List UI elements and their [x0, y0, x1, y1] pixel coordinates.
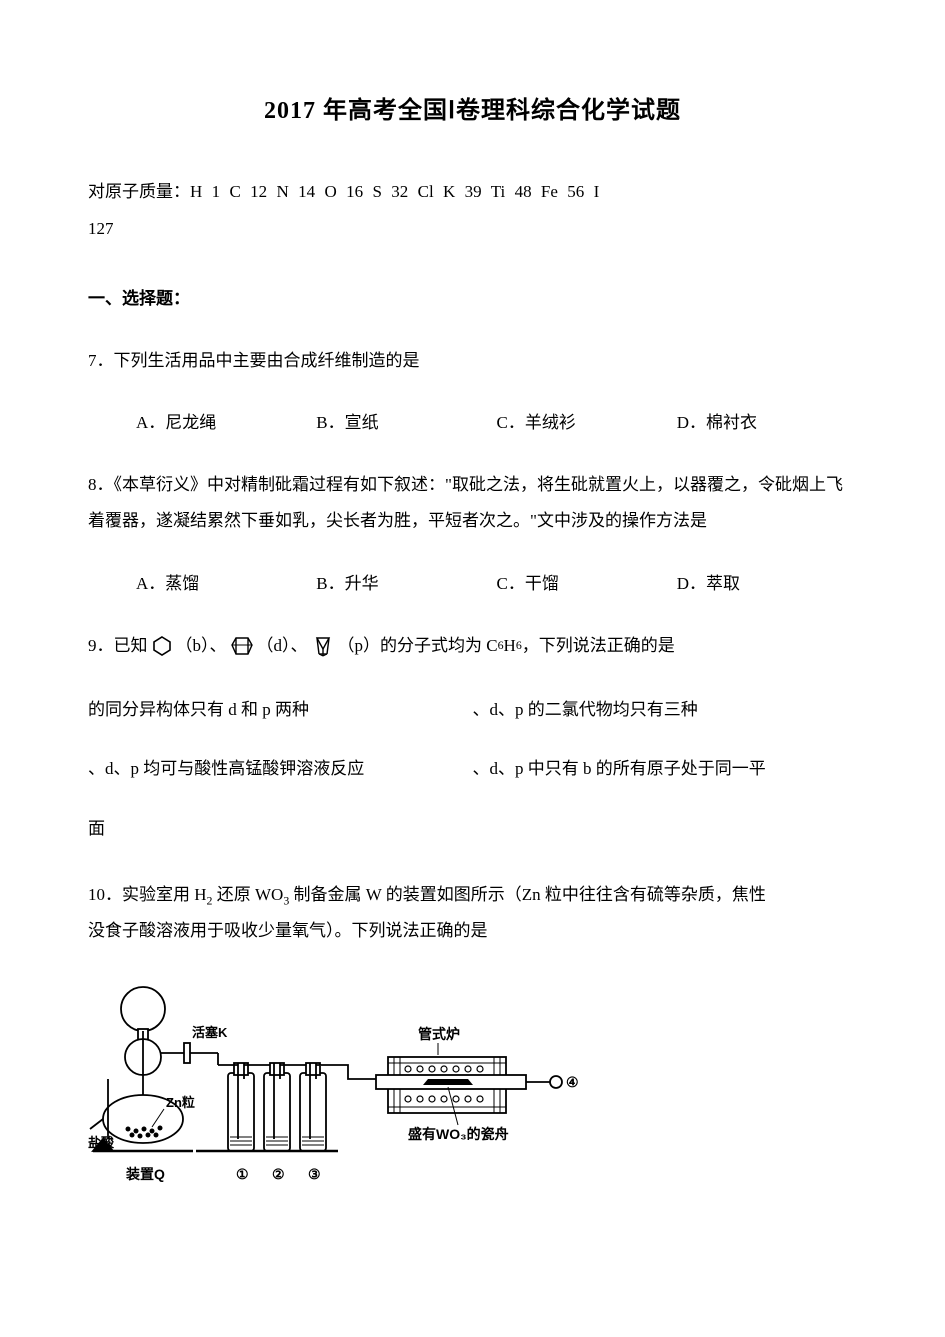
- label-circ4: ④: [566, 1074, 579, 1090]
- q9-sub2-left: 、d、p 均可与酸性高锰酸钾溶液反应: [88, 751, 473, 787]
- q9-sub1-left: 的同分异构体只有 d 和 p 两种: [88, 692, 473, 728]
- q8-stem: 8．《本草衍义》中对精制砒霜过程有如下叙述："取砒之法，将生砒就置火上，以器覆之…: [88, 467, 857, 538]
- atomic-mass-line2: 127: [88, 219, 114, 238]
- label-device-q: 装置Q: [125, 1166, 165, 1182]
- q9-p-label: （p）的分子式均为 C: [338, 628, 498, 664]
- q10-l1b: 还原 WO: [212, 885, 283, 904]
- q9-prefix: 9．已知: [88, 628, 148, 664]
- q9-sub-row1: 的同分异构体只有 d 和 p 两种 、d、p 的二氯代物均只有三种: [88, 692, 857, 728]
- q9-sub2-tail: 面: [88, 811, 857, 847]
- page-root: 2017 年高考全国Ⅰ卷理科综合化学试题 对原子质量：H 1 C 12 N 14…: [0, 0, 945, 1337]
- q10-l2: 没食子酸溶液用于吸收少量氧气）。下列说法正确的是: [88, 921, 488, 940]
- q8-option-b: B．升华: [316, 569, 496, 594]
- label-circ2: ②: [272, 1166, 285, 1182]
- q7-option-b: B．宣纸: [316, 408, 496, 433]
- q7-option-d: D．棉衬衣: [677, 408, 857, 433]
- wash-bottles-icon: [196, 1053, 386, 1151]
- atomic-mass-line1: H 1 C 12 N 14 O 16 S 32 Cl K 39 Ti 48 Fe…: [190, 182, 599, 201]
- q9-sub2-right: 、d、p 中只有 b 的所有原子处于同一平: [473, 751, 858, 787]
- q9-formula-mid: H: [504, 628, 516, 664]
- q9-stem: 9．已知 （b）、 （d）、 （p）的分子式均为 C6H6，下列说法正确的是: [88, 628, 857, 664]
- label-hcl: 盐酸: [88, 1135, 115, 1150]
- label-circ3: ③: [308, 1166, 321, 1182]
- q7-stem: 7．下列生活用品中主要由合成纤维制造的是: [88, 343, 857, 379]
- hexagon-b-icon: [150, 634, 174, 658]
- label-circ1: ①: [236, 1166, 249, 1182]
- q9-b-label: （b）、: [176, 628, 227, 664]
- doc-title: 2017 年高考全国Ⅰ卷理科综合化学试题: [88, 90, 857, 125]
- label-zn: Zn粒: [166, 1095, 195, 1110]
- q8-option-a: A．蒸馏: [136, 569, 316, 594]
- kipp-generator-icon: [90, 987, 218, 1151]
- section-1-heading: 一、选择题：: [88, 284, 857, 309]
- q8-option-d: D．萃取: [677, 569, 857, 594]
- tube-furnace-icon: [376, 1057, 562, 1113]
- q7-option-c: C．羊绒衫: [497, 408, 677, 433]
- triangular-p-icon: [310, 633, 336, 659]
- q8-option-c: C．干馏: [497, 569, 677, 594]
- atomic-mass-block: 对原子质量：H 1 C 12 N 14 O 16 S 32 Cl K 39 Ti…: [88, 173, 857, 248]
- q9-sub-row2: 、d、p 均可与酸性高锰酸钾溶液反应 、d、p 中只有 b 的所有原子处于同一平: [88, 751, 857, 787]
- atomic-mass-prefix: 对原子质量：: [88, 182, 190, 201]
- q7-option-a: A．尼龙绳: [136, 408, 316, 433]
- label-valve-k: 活塞K: [192, 1025, 228, 1040]
- q9-sub1-right: 、d、p 的二氯代物均只有三种: [473, 692, 858, 728]
- q8-options: A．蒸馏 B．升华 C．干馏 D．萃取: [136, 569, 857, 594]
- q9-suffix: ，下列说法正确的是: [522, 628, 675, 664]
- apparatus-diagram: 活塞K Zn粒 盐酸 装置Q: [88, 979, 857, 1224]
- prism-d-icon: [229, 633, 255, 659]
- label-boat: 盛有WO₃的瓷舟: [408, 1126, 509, 1142]
- q10-stem: 10．实验室用 H2 还原 WO3 制备金属 W 的装置如图所示（Zn 粒中往往…: [88, 877, 857, 949]
- q7-options: A．尼龙绳 B．宣纸 C．羊绒衫 D．棉衬衣: [136, 408, 857, 433]
- label-furnace: 管式炉: [418, 1026, 460, 1042]
- q10-l1a: 10．实验室用 H: [88, 885, 207, 904]
- q9-d-label: （d）、: [257, 628, 308, 664]
- q10-l1c: 制备金属 W 的装置如图所示（Zn 粒中往往含有硫等杂质，焦性: [289, 885, 766, 904]
